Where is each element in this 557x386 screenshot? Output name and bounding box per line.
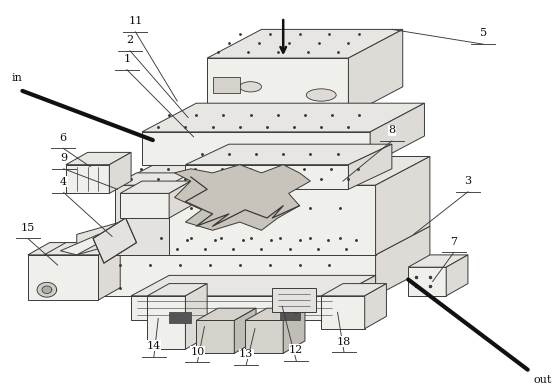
Polygon shape: [120, 181, 191, 193]
Text: 13: 13: [239, 349, 253, 359]
Polygon shape: [42, 286, 52, 293]
Polygon shape: [365, 284, 387, 329]
Polygon shape: [321, 284, 387, 296]
Polygon shape: [61, 234, 115, 255]
Polygon shape: [66, 165, 109, 193]
Text: 8: 8: [388, 125, 395, 135]
Polygon shape: [185, 284, 207, 349]
Text: 15: 15: [21, 223, 35, 233]
Polygon shape: [28, 255, 99, 300]
Polygon shape: [148, 284, 207, 296]
Polygon shape: [283, 308, 305, 353]
Polygon shape: [174, 165, 310, 230]
Polygon shape: [99, 242, 120, 300]
Polygon shape: [115, 185, 375, 255]
Polygon shape: [28, 242, 120, 255]
Polygon shape: [120, 193, 169, 218]
Text: 5: 5: [480, 29, 487, 39]
Polygon shape: [131, 275, 375, 296]
Text: 4: 4: [60, 177, 67, 187]
Polygon shape: [196, 320, 234, 353]
Bar: [213, 76, 240, 93]
Polygon shape: [131, 296, 338, 320]
Polygon shape: [408, 267, 446, 296]
Text: 6: 6: [60, 132, 67, 142]
Polygon shape: [142, 132, 370, 165]
Polygon shape: [77, 222, 120, 255]
Text: 1: 1: [123, 54, 130, 64]
Text: 18: 18: [337, 337, 351, 347]
Polygon shape: [207, 29, 403, 58]
Polygon shape: [99, 226, 430, 255]
Text: 10: 10: [190, 347, 204, 357]
Text: 9: 9: [60, 153, 67, 163]
Bar: [169, 312, 191, 323]
Polygon shape: [207, 58, 349, 115]
Polygon shape: [245, 320, 283, 353]
Ellipse shape: [240, 82, 261, 92]
Text: in: in: [12, 73, 22, 83]
Polygon shape: [185, 165, 349, 189]
Polygon shape: [446, 255, 468, 296]
Polygon shape: [234, 308, 256, 353]
Text: 12: 12: [289, 345, 304, 355]
Polygon shape: [66, 152, 131, 165]
Polygon shape: [321, 296, 365, 329]
Polygon shape: [196, 308, 256, 320]
Ellipse shape: [306, 89, 336, 101]
Polygon shape: [272, 288, 316, 312]
Text: 2: 2: [126, 35, 134, 45]
Polygon shape: [93, 218, 136, 263]
Polygon shape: [349, 144, 392, 189]
Polygon shape: [109, 152, 131, 193]
Polygon shape: [148, 296, 185, 349]
Polygon shape: [408, 255, 468, 267]
Polygon shape: [375, 156, 430, 255]
Polygon shape: [115, 156, 430, 185]
Polygon shape: [99, 255, 375, 296]
Text: 14: 14: [147, 341, 161, 351]
Polygon shape: [185, 144, 392, 165]
Polygon shape: [37, 283, 57, 297]
Polygon shape: [142, 103, 424, 132]
Text: 7: 7: [450, 237, 457, 247]
Text: 3: 3: [465, 176, 471, 186]
Text: out: out: [533, 374, 551, 384]
Polygon shape: [375, 226, 430, 296]
Polygon shape: [245, 308, 305, 320]
Polygon shape: [349, 29, 403, 115]
Polygon shape: [169, 181, 191, 218]
Bar: [281, 313, 300, 320]
Text: 11: 11: [128, 16, 143, 26]
Polygon shape: [370, 103, 424, 165]
Polygon shape: [338, 275, 375, 320]
Polygon shape: [115, 173, 191, 185]
Polygon shape: [44, 242, 120, 255]
Polygon shape: [115, 185, 169, 255]
